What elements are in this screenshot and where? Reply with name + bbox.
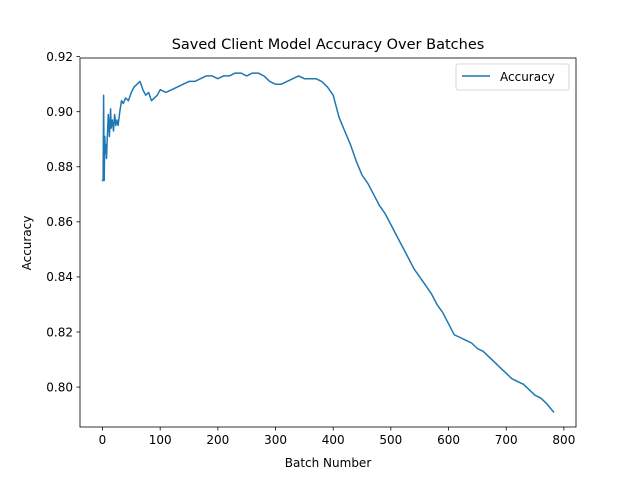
legend: Accuracy — [455, 63, 570, 91]
axes-frame — [79, 57, 577, 428]
series-line-accuracy — [101, 72, 555, 413]
ticks-layer: 0 100 200 300 400 500 600 700 800 0.80 0.82 0.84 0.8… — [46, 50, 575, 447]
x-tick-label: 500 — [379, 433, 402, 447]
x-axis-label: Batch Number — [285, 456, 372, 470]
x-tick-label: 800 — [552, 433, 575, 447]
y-tick-label: 0.80 — [46, 380, 73, 394]
y-tick-label: 0.86 — [46, 215, 73, 229]
legend-box — [455, 63, 570, 91]
x-tick-label: 300 — [264, 433, 287, 447]
y-tick-label: 0.88 — [46, 160, 73, 174]
y-tick-label: 0.92 — [46, 50, 73, 64]
x-tick-label: 700 — [495, 433, 518, 447]
x-tick-label: 400 — [322, 433, 345, 447]
x-tick-label: 200 — [206, 433, 229, 447]
y-axis-label: Accuracy — [20, 216, 34, 271]
y-tick-label: 0.90 — [46, 105, 73, 119]
x-tick-label: 600 — [437, 433, 460, 447]
series-layer — [101, 72, 555, 413]
x-tick-label: 0 — [99, 433, 107, 447]
x-tick-label: 100 — [149, 433, 172, 447]
y-tick-label: 0.82 — [46, 325, 73, 339]
chart-title: Saved Client Model Accuracy Over Batches — [172, 37, 485, 53]
plot-background — [80, 58, 576, 427]
y-tick-label: 0.84 — [46, 270, 73, 284]
plot-area — [80, 58, 576, 427]
legend-label-accuracy: Accuracy — [500, 70, 555, 84]
